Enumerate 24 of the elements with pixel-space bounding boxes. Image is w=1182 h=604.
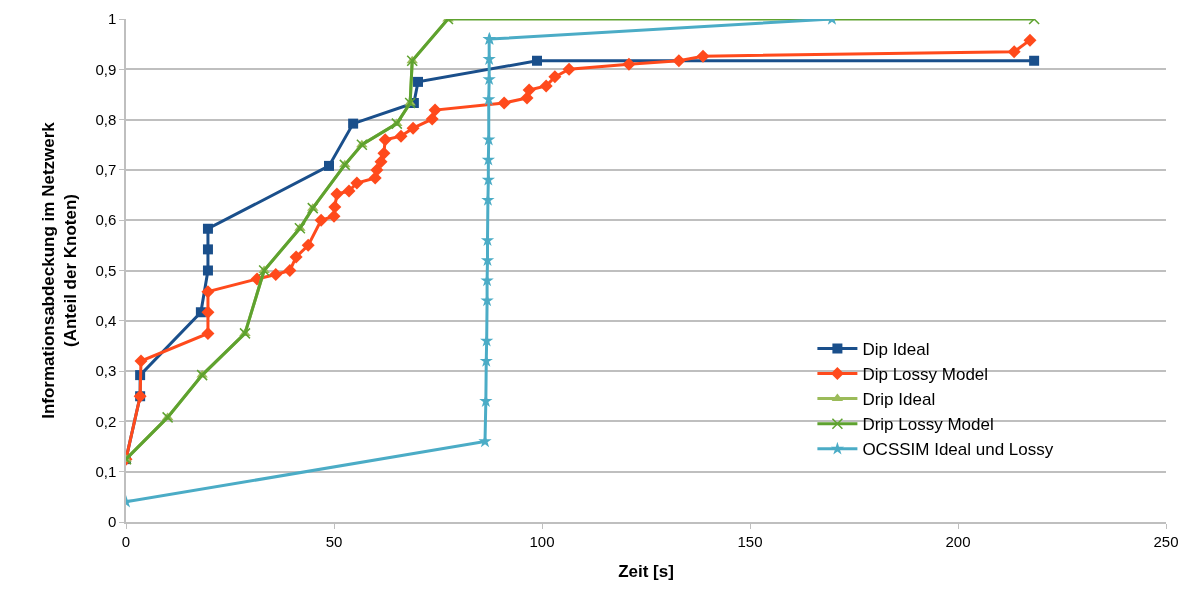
x-tick-label: 0: [121, 532, 131, 550]
x-tick-label: 250: [1153, 532, 1179, 550]
x-tick-label: 200: [945, 532, 971, 550]
x-axis-title: Zeit [s]: [618, 561, 674, 581]
y-tick-label: 0,9: [95, 60, 117, 78]
y-tick-label: 0,6: [95, 211, 117, 229]
x-tick-label: 100: [529, 532, 555, 550]
x-tick-label: 150: [737, 532, 763, 550]
y-tick-label: 1: [107, 10, 117, 28]
legend-label: OCSSIM Ideal und Lossy: [862, 440, 1054, 460]
y-axis-title: Informationsabdeckung im Netzwerk (Anteil der Knoten): [39, 121, 81, 419]
legend-label: Drip Lossy Model: [862, 415, 994, 435]
legend-label: Dip Lossy Model: [862, 365, 989, 385]
y-tick-label: 0: [107, 513, 117, 531]
y-tick-label: 0,8: [95, 110, 117, 128]
legend-label: Dip Ideal: [862, 340, 930, 360]
y-tick-label: 0,2: [95, 412, 117, 430]
y-tick-label: 0,1: [95, 462, 117, 480]
y-tick-label: 0,5: [95, 261, 117, 279]
x-tick-label: 50: [325, 532, 343, 550]
y-tick-label: 0,4: [95, 312, 117, 330]
y-tick-label: 0,3: [95, 362, 117, 380]
legend-label: Drip Ideal: [862, 390, 936, 410]
y-tick-label: 0,7: [95, 161, 117, 179]
